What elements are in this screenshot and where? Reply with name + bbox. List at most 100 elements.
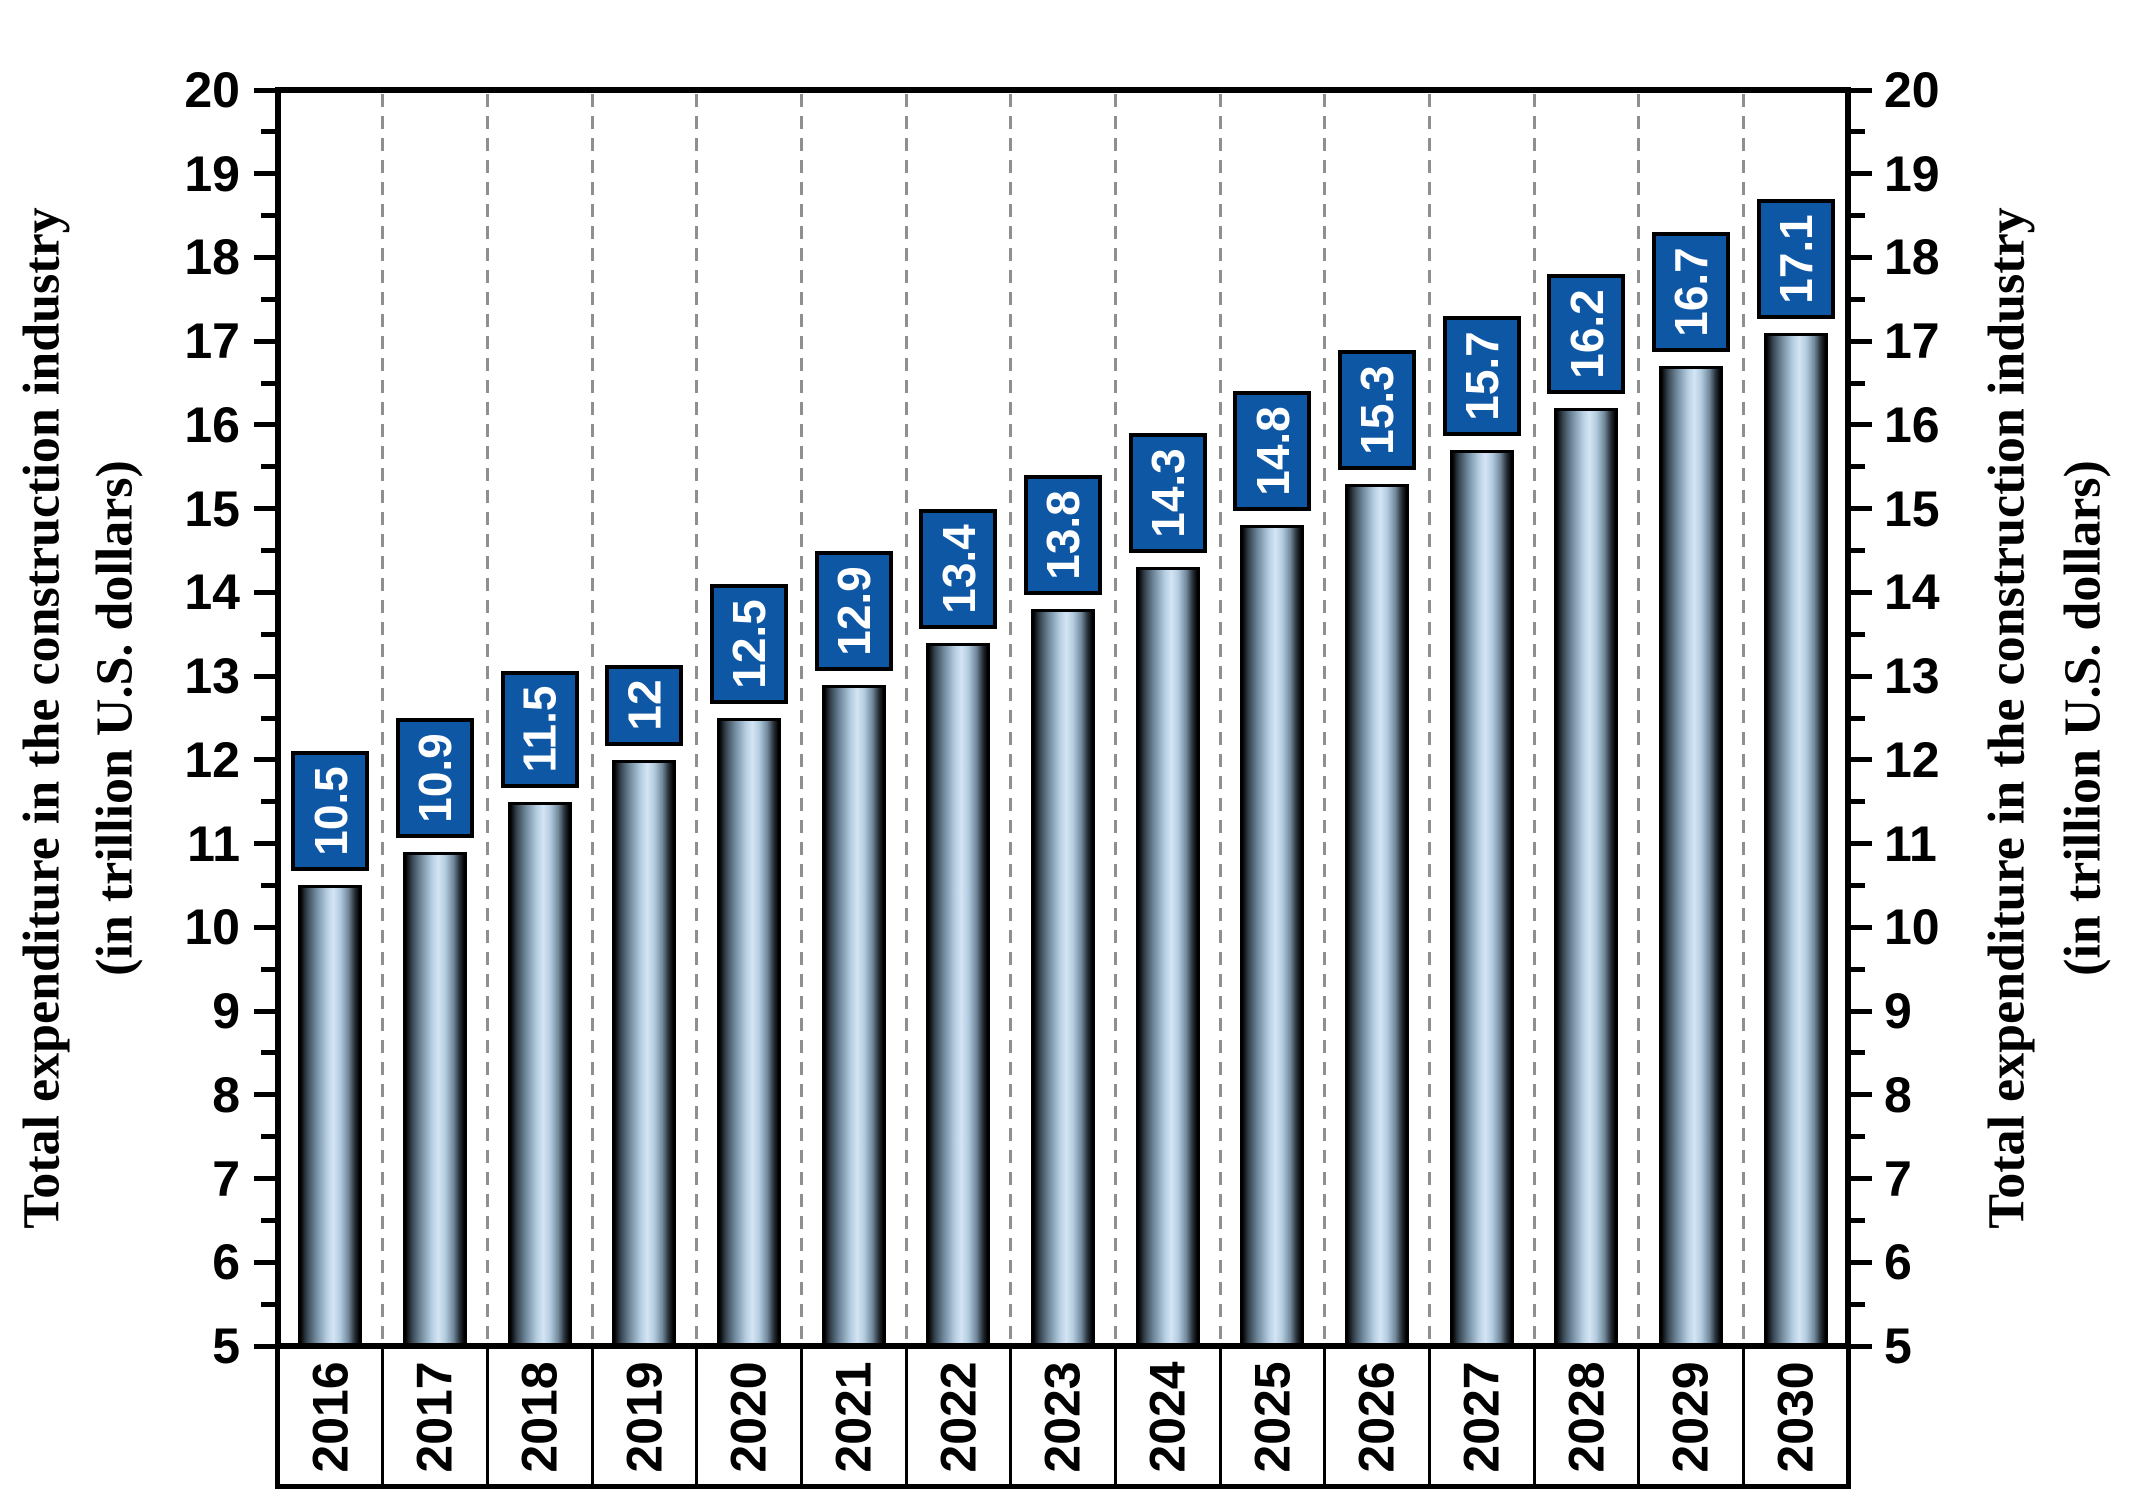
bar	[1031, 609, 1095, 1346]
y-major-tick-left	[254, 841, 275, 847]
y-tick-label-right: 19	[1884, 145, 1940, 202]
y-major-tick-left	[254, 171, 275, 177]
bar	[717, 718, 781, 1346]
y-tick-label-right: 17	[1884, 313, 1940, 370]
y-tick-label-left: 13	[184, 648, 240, 705]
y-tick-label-left: 6	[212, 1234, 240, 1291]
y-tick-label-right: 10	[1884, 899, 1940, 956]
y-tick-label-left: 18	[184, 229, 240, 286]
y-minor-tick-right	[1851, 1050, 1865, 1056]
year-cell-divider	[799, 1349, 803, 1484]
bar-value-label: 10.5	[291, 751, 370, 872]
y-major-tick-right	[1851, 924, 1872, 930]
bar-value-label: 11.5	[500, 670, 579, 788]
category-gridline	[1427, 94, 1431, 1342]
y-tick-label-right: 12	[1884, 731, 1940, 788]
y-minor-tick-right	[1851, 1134, 1865, 1140]
category-gridline	[799, 94, 803, 1342]
bar-value-label: 17.1	[1756, 198, 1835, 319]
y-major-tick-left	[254, 1259, 275, 1265]
y-tick-label-left: 9	[212, 983, 240, 1040]
y-major-tick-left	[254, 422, 275, 428]
y-minor-tick-right	[1851, 129, 1865, 135]
y-major-tick-right	[1851, 673, 1872, 679]
y-tick-label-right: 13	[1884, 648, 1940, 705]
y-major-tick-right	[1851, 422, 1872, 428]
category-gridline	[1532, 94, 1536, 1342]
bar-value-label: 14.3	[1128, 433, 1207, 554]
y-major-tick-right	[1851, 1176, 1872, 1182]
y-major-tick-right	[1851, 1092, 1872, 1098]
y-minor-tick-left	[261, 631, 275, 637]
y-tick-label-right: 14	[1884, 564, 1940, 621]
y-minor-tick-left	[261, 799, 275, 805]
y-major-tick-right	[1851, 254, 1872, 260]
year-cell-divider	[1532, 1349, 1536, 1484]
bar-value-label: 16.2	[1547, 274, 1626, 395]
y-tick-label-right: 18	[1884, 229, 1940, 286]
bar-value-label: 13.8	[1024, 475, 1102, 596]
bar	[1240, 525, 1305, 1346]
y-major-tick-left	[254, 589, 275, 595]
y-minor-tick-left	[261, 882, 275, 888]
y-tick-label-left: 12	[184, 731, 240, 788]
y-tick-label-left: 19	[184, 145, 240, 202]
category-gridline	[695, 94, 699, 1342]
y-tick-label-right: 15	[1884, 480, 1940, 537]
y-minor-tick-right	[1851, 882, 1865, 888]
y-minor-tick-right	[1851, 548, 1865, 554]
y-minor-tick-left	[261, 1217, 275, 1223]
year-cell-divider	[485, 1349, 489, 1484]
y-major-tick-left	[254, 87, 275, 93]
y-major-tick-left	[254, 1176, 275, 1182]
y-tick-label-right: 9	[1884, 983, 1912, 1040]
bar-value-label: 13.4	[919, 508, 998, 629]
bar	[298, 885, 363, 1346]
category-gridline	[1637, 94, 1641, 1342]
year-cell-divider	[1218, 1349, 1222, 1484]
y-minor-tick-right	[1851, 380, 1865, 386]
y-minor-tick-left	[261, 966, 275, 972]
bar-value-label: 12	[605, 664, 684, 746]
y-tick-label-left: 11	[187, 815, 240, 872]
y-minor-tick-left	[261, 129, 275, 135]
y-tick-label-left: 8	[212, 1066, 240, 1123]
y-major-tick-left	[254, 673, 275, 679]
bar	[1554, 408, 1619, 1346]
y-minor-tick-right	[1851, 966, 1865, 972]
y-major-tick-right	[1851, 1259, 1872, 1265]
y-tick-label-left: 10	[184, 899, 240, 956]
left-y-axis-title-line1: Total expenditure in the construction in…	[13, 207, 71, 1229]
y-major-tick-right	[1851, 87, 1872, 93]
plot-area: 10.5 10.9 11.5 12 12.5 12.9 13.4 13.8 14.3 14.8 15…	[278, 90, 1848, 1346]
left-y-axis-title-line2: (in trillion U.S. dollars)	[86, 460, 144, 976]
year-cell-divider	[1009, 1349, 1013, 1484]
y-minor-tick-left	[261, 380, 275, 386]
bar-value-label: 12.5	[710, 584, 788, 704]
y-tick-label-left: 5	[212, 1318, 240, 1374]
year-cell-divider	[695, 1349, 699, 1484]
category-gridline	[1218, 94, 1222, 1342]
y-minor-tick-right	[1851, 464, 1865, 470]
y-major-tick-left	[254, 506, 275, 512]
year-cell-divider	[590, 1349, 594, 1484]
y-tick-label-right: 20	[1884, 62, 1940, 118]
y-major-tick-right	[1851, 506, 1872, 512]
y-minor-tick-right	[1851, 296, 1865, 302]
x-axis-year-row-frame	[275, 1344, 1851, 1489]
bar	[1345, 483, 1409, 1346]
y-minor-tick-left	[261, 296, 275, 302]
y-major-tick-left	[254, 924, 275, 930]
y-tick-label-right: 11	[1884, 815, 1937, 872]
plot-frame	[275, 87, 1851, 1349]
year-cell-divider	[1113, 1349, 1117, 1484]
y-minor-tick-left	[261, 213, 275, 219]
y-major-tick-left	[254, 254, 275, 260]
y-major-tick-left	[254, 757, 275, 763]
bar-value-label: 15.7	[1442, 316, 1521, 437]
year-cell-divider	[1427, 1349, 1431, 1484]
bar	[1763, 332, 1828, 1346]
y-major-tick-left	[254, 1343, 275, 1349]
bar	[507, 801, 572, 1346]
bar-value-label: 14.8	[1233, 391, 1312, 512]
